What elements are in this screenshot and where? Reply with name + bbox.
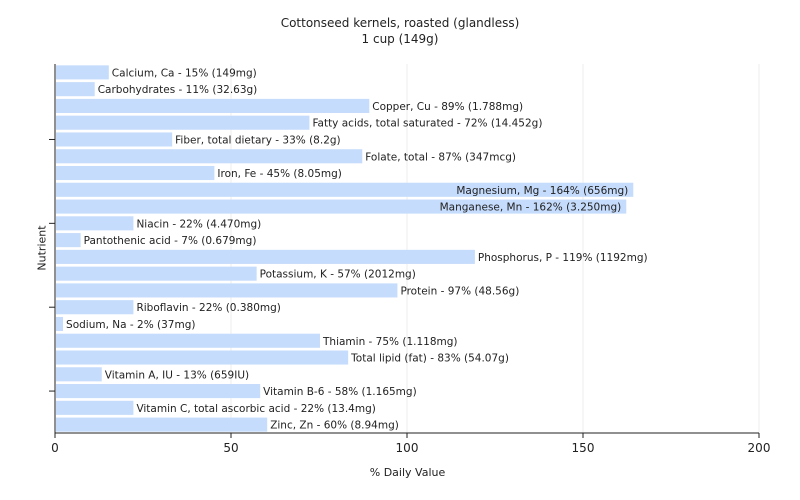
bar: [56, 115, 310, 130]
bar: [56, 333, 320, 348]
y-axis-label: Nutrient: [35, 225, 49, 271]
bar-label: Manganese, Mn - 162% (3.250mg): [440, 202, 622, 214]
x-tick-label: 0: [51, 441, 59, 455]
bar: [56, 249, 475, 264]
bar: [56, 65, 109, 80]
bar: [56, 266, 257, 281]
bar-label: Vitamin B-6 - 58% (1.165mg): [263, 386, 417, 398]
bar-label: Vitamin C, total ascorbic acid - 22% (13…: [136, 403, 375, 415]
bar: [56, 350, 349, 365]
bar: [56, 132, 173, 147]
bar-label: Riboflavin - 22% (0.380mg): [136, 302, 280, 314]
bar: [56, 400, 134, 415]
bar-label: Iron, Fe - 45% (8.05mg): [217, 168, 341, 180]
bar: [56, 182, 634, 197]
x-tick-label: 100: [396, 441, 419, 455]
bar: [56, 417, 268, 432]
bar-label: Vitamin A, IU - 13% (659IU): [105, 369, 249, 381]
bar: [56, 149, 363, 164]
bar-label: Fiber, total dietary - 33% (8.2g): [175, 134, 340, 146]
bar-label: Niacin - 22% (4.470mg): [136, 218, 261, 230]
bar: [56, 233, 81, 248]
bar-label: Potassium, K - 57% (2012mg): [260, 269, 416, 281]
bar: [56, 384, 261, 399]
bar-label: Protein - 97% (48.56g): [400, 285, 519, 297]
bar-label: Magnesium, Mg - 164% (656mg): [456, 185, 628, 197]
bar: [56, 82, 95, 97]
bar-label: Thiamin - 75% (1.118mg): [322, 336, 458, 348]
x-tick-label: 50: [223, 441, 238, 455]
bar: [56, 216, 134, 231]
bar: [56, 316, 64, 332]
x-tick-label: 150: [572, 441, 595, 455]
x-tick-label: 200: [748, 441, 771, 455]
bar: [56, 283, 398, 298]
bar-label: Calcium, Ca - 15% (149mg): [112, 67, 257, 79]
x-axis-label: % Daily Value: [369, 466, 446, 479]
bar-label: Fatty acids, total saturated - 72% (14.4…: [312, 118, 542, 130]
bar-label: Copper, Cu - 89% (1.788mg): [372, 101, 523, 113]
bar-label: Pantothenic acid - 7% (0.679mg): [84, 235, 257, 247]
bar-label: Phosphorus, P - 119% (1192mg): [478, 252, 648, 264]
bar: [56, 165, 215, 181]
chart-title: Cottonseed kernels, roasted (glandless): [280, 16, 520, 30]
chart-subtitle: 1 cup (149g): [361, 32, 439, 46]
bar-label: Carbohydrates - 11% (32.63g): [98, 84, 258, 96]
bar-label: Folate, total - 87% (347mcg): [365, 151, 516, 163]
bar-label: Total lipid (fat) - 83% (54.07g): [350, 353, 509, 365]
bar: [56, 367, 102, 382]
bar-label: Zinc, Zn - 60% (8.94mg): [270, 420, 399, 432]
bar: [56, 98, 370, 113]
bar: [56, 199, 627, 214]
bar-label: Sodium, Na - 2% (37mg): [66, 319, 195, 331]
bar: [56, 300, 134, 315]
